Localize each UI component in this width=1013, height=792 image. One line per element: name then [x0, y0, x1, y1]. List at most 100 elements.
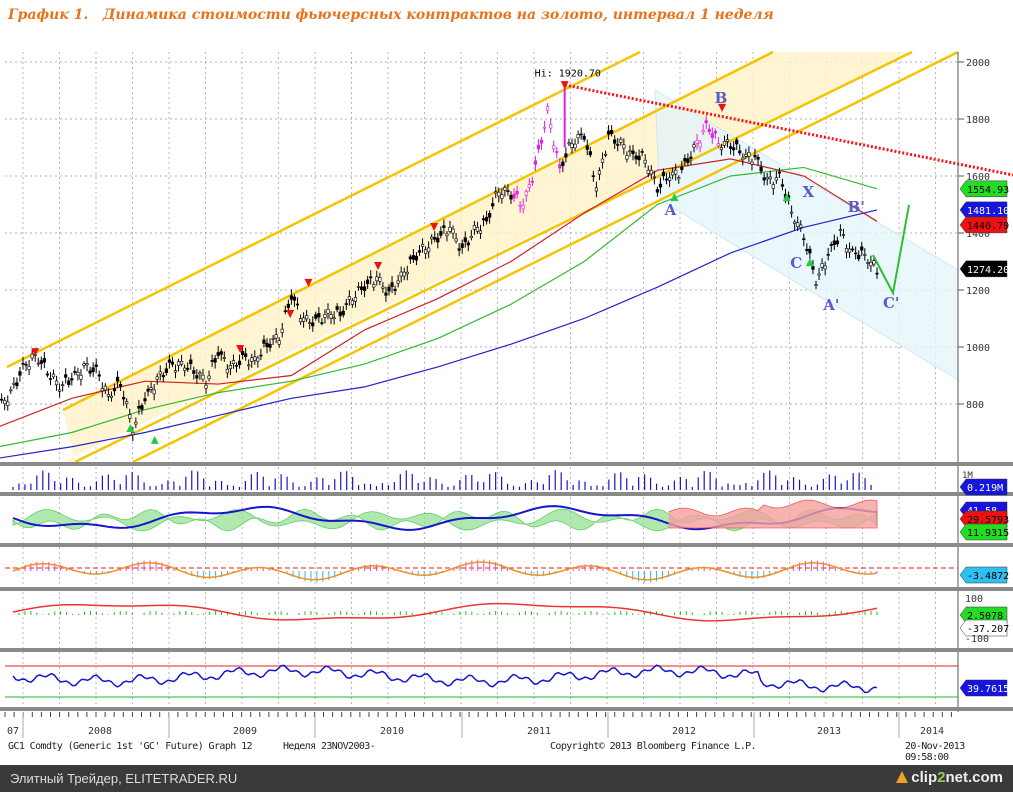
price-candle	[213, 358, 217, 363]
price-candle	[451, 228, 455, 234]
value-tags: 1554.931481.101440.791274.201M0.219M41.5…	[959, 180, 1009, 697]
price-candle	[332, 317, 336, 320]
dmi-minus-area	[668, 499, 878, 529]
price-candle	[256, 357, 260, 362]
site-label: Элитный Трейдер, ELITETRADER.RU	[10, 771, 238, 786]
price-candle	[829, 244, 833, 246]
price-candle	[45, 373, 49, 376]
price-candle	[195, 375, 199, 379]
osc-neg-tag: -37.207	[967, 624, 1009, 635]
price-candle	[417, 250, 422, 253]
price-candle	[164, 368, 168, 374]
price-candle	[567, 142, 571, 145]
price-candle	[625, 155, 629, 160]
price-candle	[155, 376, 159, 380]
volume-tick: 1M	[962, 471, 973, 481]
price-candle	[311, 322, 315, 327]
price-candle	[448, 227, 452, 232]
price-candle	[613, 139, 617, 144]
price-candle	[387, 286, 391, 292]
price-candle	[658, 183, 663, 188]
price-candle	[338, 311, 342, 317]
price-candle	[549, 124, 553, 129]
di-plus-tag: 11.9315	[967, 528, 1009, 539]
price-candle	[799, 224, 803, 228]
price-candle	[591, 175, 595, 177]
price-candle	[844, 248, 849, 253]
price-candle	[817, 273, 821, 276]
price-candle	[234, 365, 239, 367]
price-candle	[341, 310, 345, 316]
price-candle	[594, 187, 598, 192]
price-candle	[576, 134, 580, 139]
signal-markers	[31, 81, 814, 444]
resistance-trendline	[564, 83, 1013, 177]
price-candle	[472, 225, 477, 230]
osc-pos-tag: 2.5078	[967, 611, 1003, 622]
price-candle	[97, 374, 101, 377]
price-candle	[777, 171, 781, 174]
price-candle	[445, 233, 449, 236]
price-candle	[362, 286, 367, 291]
timestamp-label: 20-Nov-2013 09:58:00	[905, 741, 965, 763]
price-candle	[542, 126, 547, 129]
sell-signal-icon	[304, 278, 313, 287]
y-tick-label: 1600	[966, 172, 990, 183]
price-candle	[847, 248, 852, 253]
price-candle	[103, 385, 107, 391]
price-candle	[500, 194, 504, 199]
price-bars	[0, 84, 879, 442]
indicator-panels	[0, 462, 1013, 711]
price-candle	[725, 139, 730, 142]
price-candle	[317, 313, 321, 318]
buy-signal-icon	[126, 423, 135, 432]
di-plus-tag-bg	[959, 523, 1008, 541]
price-candle	[323, 314, 327, 318]
logo-part: 2	[937, 769, 946, 786]
wave-label: C'	[883, 294, 900, 312]
price-candle	[710, 133, 714, 138]
price-candle	[204, 384, 208, 389]
price-candle	[756, 156, 760, 160]
price-candle	[606, 130, 611, 135]
sell-signal-icon	[31, 348, 40, 357]
price-candle	[603, 153, 608, 156]
price-candle	[750, 161, 754, 165]
price-candle	[314, 314, 318, 319]
price-candle	[863, 254, 867, 256]
price-candle	[109, 395, 114, 398]
price-candle	[796, 222, 800, 227]
price-candle	[384, 292, 388, 296]
rsi-tag-bg	[959, 679, 1008, 697]
channel-outer-lower	[132, 50, 959, 464]
price-candle	[671, 171, 675, 176]
sell-signal-icon	[374, 262, 383, 271]
price-candle	[579, 133, 583, 136]
ma-green-tag: 1554.93	[967, 185, 1009, 196]
price-candle	[600, 158, 605, 163]
y-tick-label: 1000	[966, 343, 990, 354]
last-price-tag: 1274.20	[967, 265, 1009, 276]
upload-arrow-icon	[896, 771, 909, 783]
price-candle	[244, 353, 248, 358]
price-candle	[369, 276, 373, 279]
x-tick-label: 2011	[527, 726, 551, 737]
price-candle	[420, 243, 425, 247]
price-candle	[759, 166, 763, 172]
price-candle	[134, 421, 138, 425]
price-candle	[152, 389, 156, 395]
price-candle	[94, 364, 98, 367]
buy-signal-icon	[150, 435, 159, 444]
price-candle	[79, 375, 83, 380]
y-tick-label: 2000	[966, 58, 990, 69]
price-candle	[762, 177, 766, 181]
price-candle	[67, 380, 71, 385]
price-candle	[54, 380, 59, 386]
price-candle	[219, 351, 223, 355]
price-candle	[649, 169, 653, 175]
price-candle	[469, 235, 473, 238]
price-axis: 2000 1800 1600 1400 1200 1000 800	[958, 58, 990, 411]
price-candle	[597, 170, 602, 175]
price-candle	[506, 190, 510, 192]
